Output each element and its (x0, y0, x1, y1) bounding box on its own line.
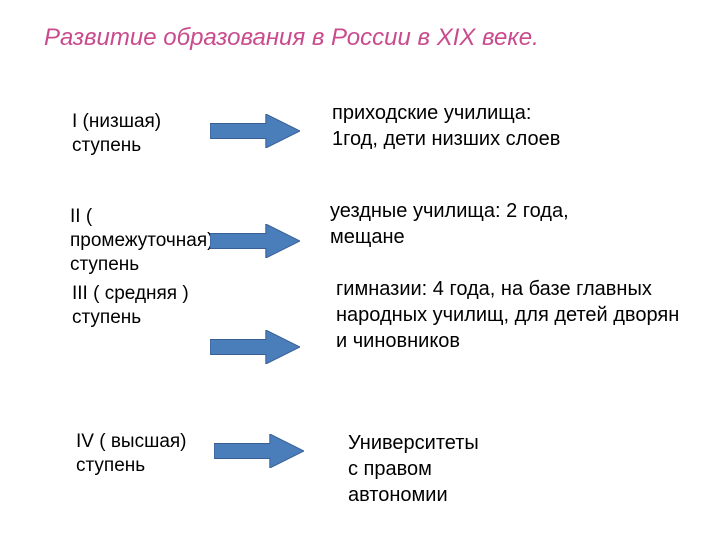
arrow-icon (210, 114, 300, 148)
level-label: II (промежуточная) ступень (70, 205, 230, 276)
level-label: III ( средняя ) ступень (72, 282, 232, 330)
page-title: Развитие образования в России в XIX веке… (44, 24, 700, 52)
arrow-icon (210, 224, 300, 258)
level-description: гимназии: 4 года, на базе главных народн… (336, 276, 680, 354)
arrow-icon (210, 330, 300, 364)
level-description: приходские училища:1год, дети низших сло… (332, 100, 680, 152)
level-label: I (низшая)ступень (72, 110, 232, 158)
arrow-icon (214, 434, 304, 468)
level-description: Университетыс правомавтономии (348, 430, 680, 508)
level-label: IV ( высшая)ступень (76, 430, 236, 478)
level-description: уездные училища: 2 года,мещане (330, 198, 680, 250)
